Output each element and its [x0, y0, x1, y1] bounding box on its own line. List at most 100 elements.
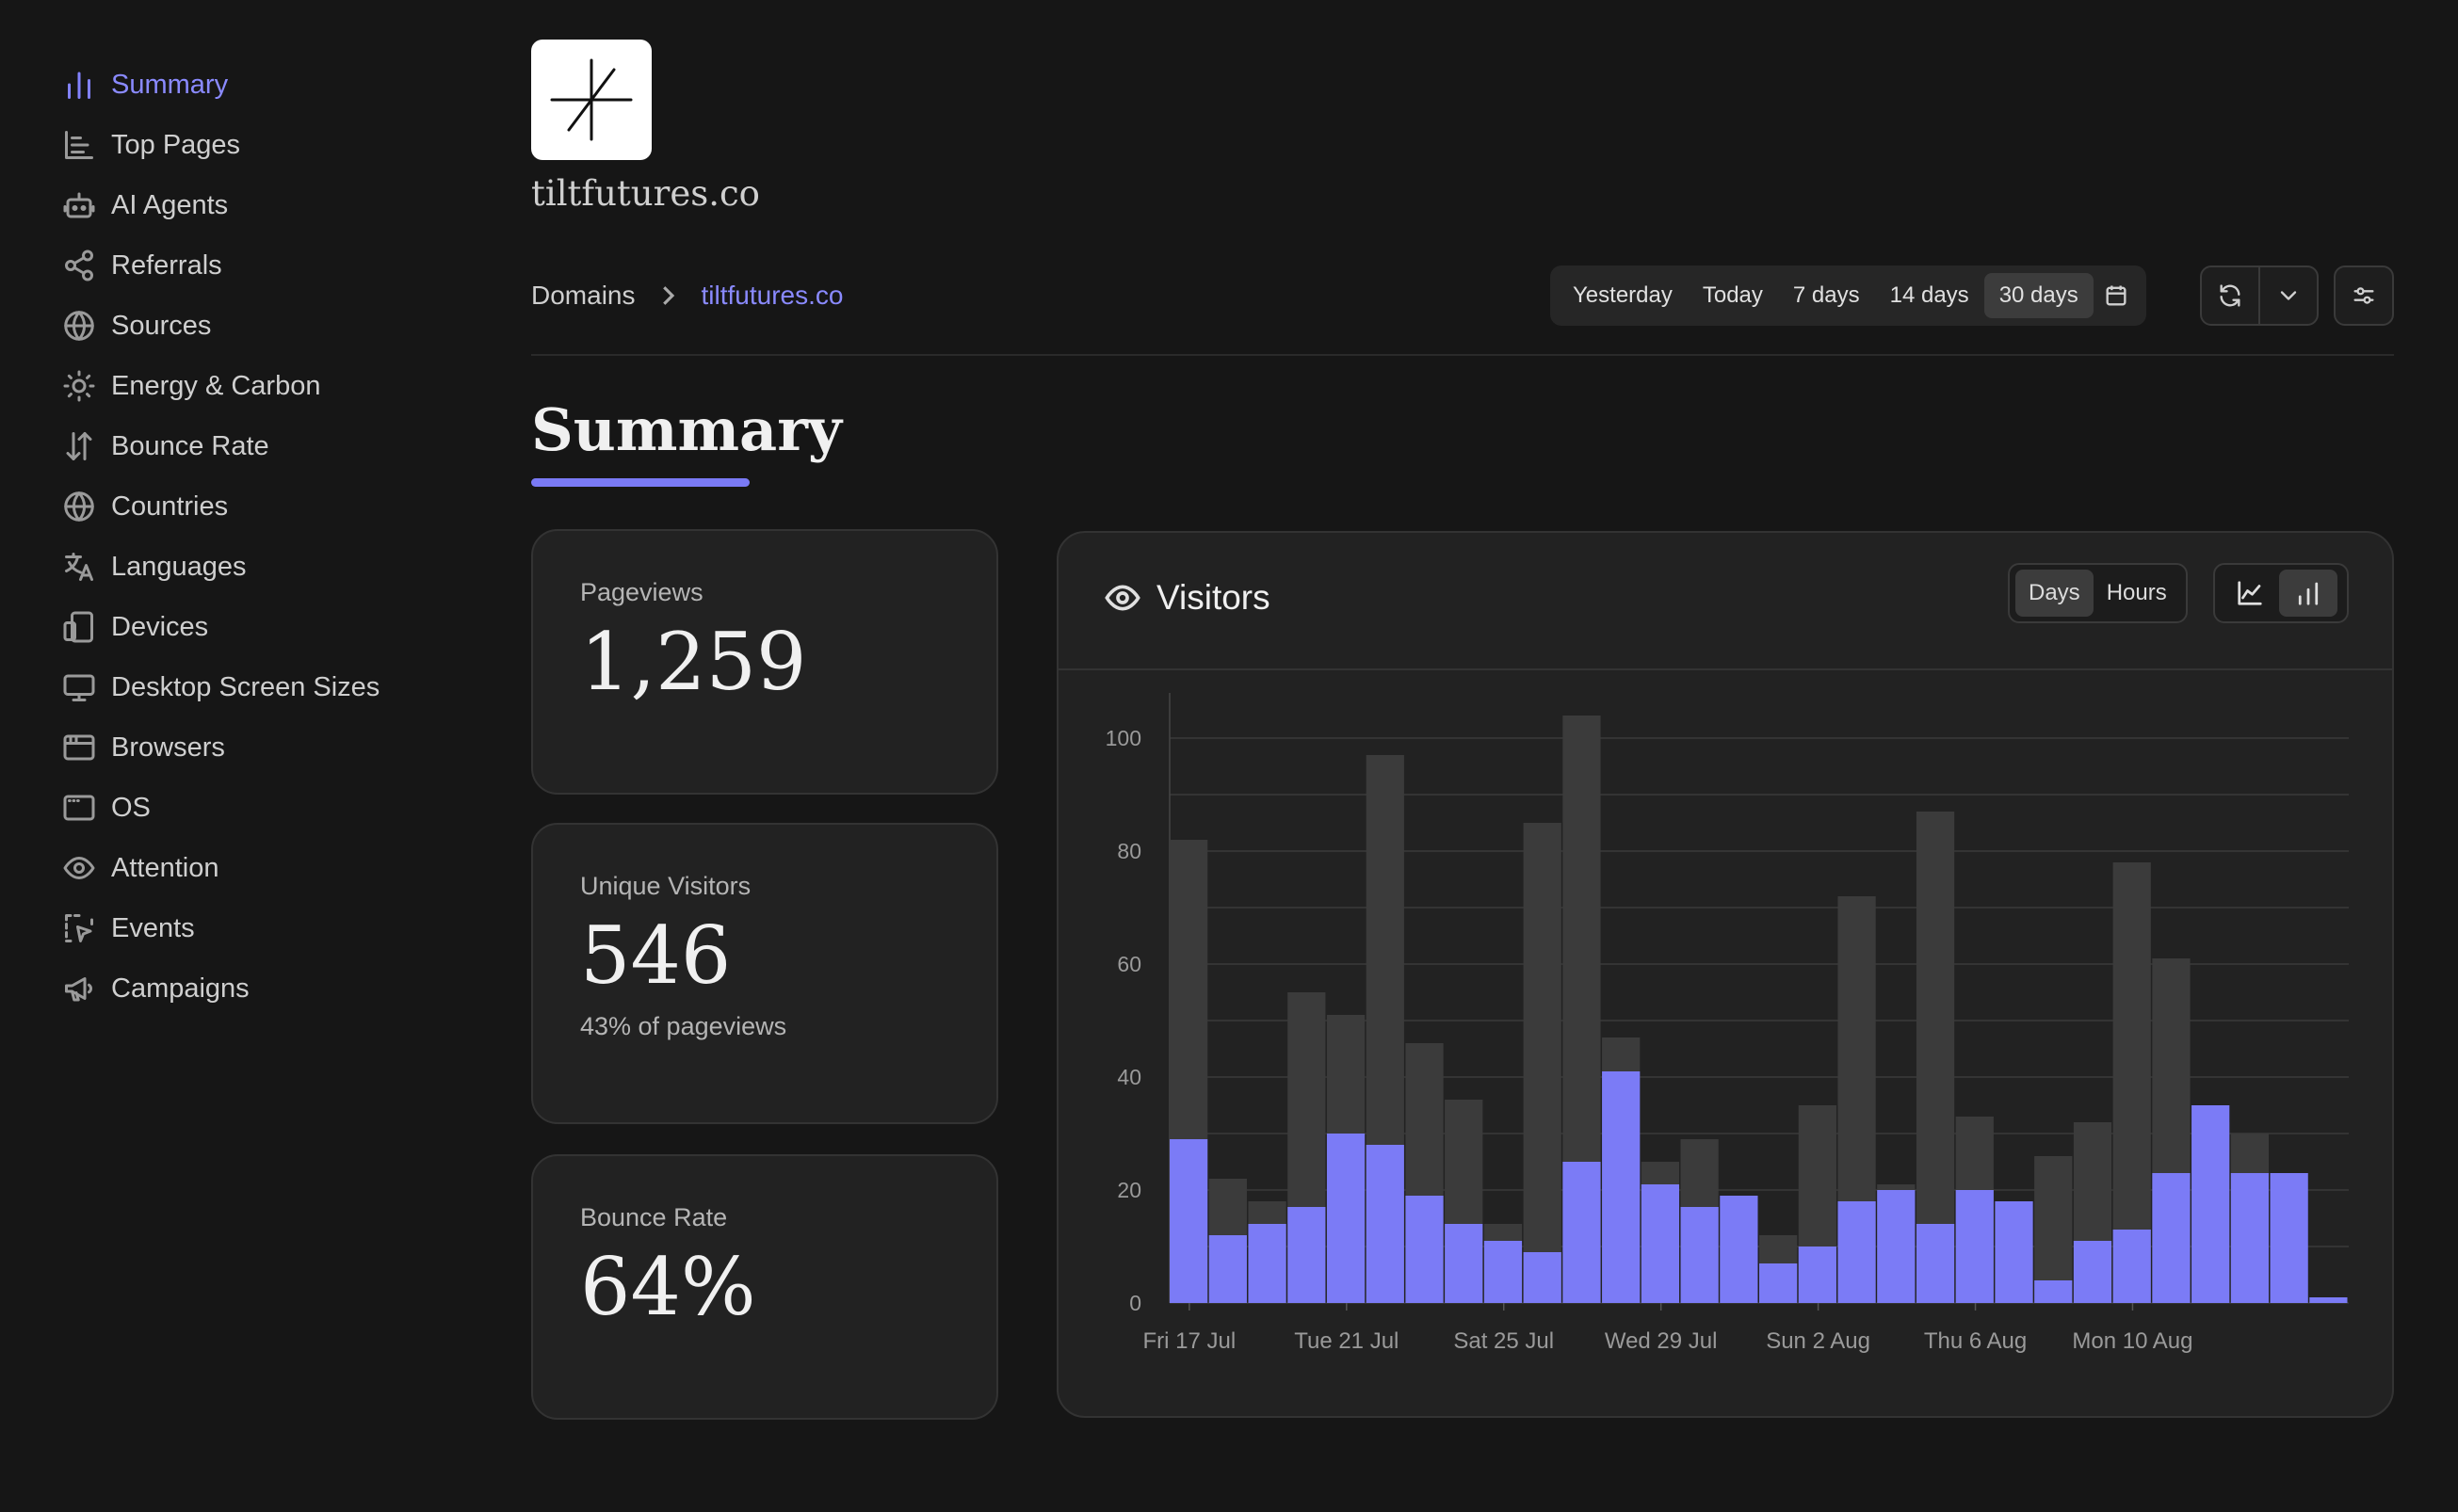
- site-name: tiltfutures.co: [531, 173, 760, 214]
- asterisk-logo-icon: [550, 58, 633, 141]
- x-tick-label: Mon 10 Aug: [2072, 1328, 2192, 1354]
- robot-icon: [60, 186, 98, 224]
- sidebar-item-label: OS: [111, 792, 151, 823]
- visitors-bar: [1837, 1201, 1876, 1303]
- bar-chart-button[interactable]: [2279, 570, 2337, 617]
- sidebar-item-languages[interactable]: Languages: [60, 537, 456, 597]
- filters-button[interactable]: [2334, 265, 2394, 326]
- visitors-bar: [1995, 1201, 2033, 1303]
- unique-visitors-subtext: 43% of pageviews: [580, 1012, 787, 1041]
- visitors-bar: [2034, 1280, 2073, 1303]
- visitors-bar: [2152, 1173, 2191, 1303]
- globe-icon: [60, 488, 98, 525]
- visitors-bar: [1720, 1196, 1758, 1303]
- range-14-days-button[interactable]: 14 days: [1889, 282, 1969, 308]
- x-tick-label: Sun 2 Aug: [1766, 1328, 1870, 1354]
- sun-icon: [60, 367, 98, 405]
- y-tick-label: 60: [1117, 952, 1141, 976]
- sidebar-item-events[interactable]: Events: [60, 898, 456, 958]
- visitors-bar-chart: 0 20 40 60 80 100 Fri 17 Jul Tue 21 Jul Sat 25 J…: [1106, 693, 2349, 1354]
- title-underline: [531, 478, 750, 487]
- range-7-days-button[interactable]: 7 days: [1792, 282, 1860, 308]
- refresh-options-dropdown[interactable]: [2258, 267, 2317, 324]
- breadcrumb-current[interactable]: tiltfutures.co: [701, 281, 844, 310]
- monitor-icon: [60, 668, 98, 706]
- visitors-bar: [1759, 1263, 1798, 1303]
- sidebar-item-countries[interactable]: Countries: [60, 476, 456, 537]
- chart-type-toggle: [2213, 563, 2349, 623]
- range-yesterday-button[interactable]: Yesterday: [1573, 282, 1673, 308]
- visitors-bar: [1208, 1235, 1247, 1303]
- y-tick-label: 40: [1117, 1065, 1141, 1089]
- unique-visitors-value: 546: [580, 909, 732, 1002]
- breadcrumb-domains-link[interactable]: Domains: [531, 281, 636, 310]
- sidebar-item-summary[interactable]: Summary: [60, 55, 456, 115]
- pageviews-bar: [2034, 1156, 2073, 1303]
- refresh-button[interactable]: [2202, 267, 2258, 324]
- calendar-icon[interactable]: [2094, 273, 2139, 318]
- sidebar-item-desktop-screen-sizes[interactable]: Desktop Screen Sizes: [60, 657, 456, 717]
- site-logo: [531, 40, 652, 160]
- browser-window-icon: [60, 729, 98, 766]
- sidebar-item-attention[interactable]: Attention: [60, 838, 456, 898]
- days-button[interactable]: Days: [2015, 570, 2094, 617]
- sidebar-item-bounce-rate[interactable]: Bounce Rate: [60, 416, 456, 476]
- bounce-rate-label: Bounce Rate: [580, 1203, 728, 1231]
- pageviews-value: 1,259: [580, 616, 807, 708]
- sidebar-item-label: Referrals: [111, 249, 222, 281]
- x-tick-label: Wed 29 Jul: [1605, 1328, 1718, 1354]
- sidebar-item-ai-agents[interactable]: AI Agents: [60, 175, 456, 235]
- sidebar-item-browsers[interactable]: Browsers: [60, 717, 456, 778]
- chart-axes-icon: [60, 126, 98, 164]
- sidebar-item-label: Events: [111, 912, 195, 943]
- visitors-bar: [2073, 1241, 2112, 1303]
- visitors-bar: [1287, 1207, 1326, 1303]
- granularity-toggle: Days Hours: [2008, 563, 2188, 623]
- visitors-bar: [1445, 1224, 1483, 1303]
- sidebar-item-label: Sources: [111, 310, 212, 341]
- bar-chart-icon: [60, 66, 98, 104]
- visitors-bar: [1405, 1196, 1444, 1303]
- chart-title: Visitors: [1104, 578, 1270, 618]
- sidebar-item-sources[interactable]: Sources: [60, 296, 456, 356]
- cursor-click-icon: [60, 909, 98, 947]
- pageviews-bar: [1916, 812, 1955, 1303]
- sidebar-item-label: AI Agents: [111, 189, 229, 220]
- sidebar-item-energy-and-carbon[interactable]: Energy & Carbon: [60, 356, 456, 416]
- visitors-bar: [1326, 1134, 1366, 1303]
- x-tick-label: Thu 6 Aug: [1924, 1328, 2027, 1354]
- line-chart-button[interactable]: [2221, 570, 2279, 617]
- x-tick-label: Fri 17 Jul: [1143, 1328, 1237, 1354]
- sidebar-item-top-pages[interactable]: Top Pages: [60, 115, 456, 175]
- eye-icon: [60, 849, 98, 887]
- pageviews-bar: [1523, 823, 1561, 1303]
- sidebar-item-label: Browsers: [111, 732, 225, 763]
- x-tick-label: Tue 21 Jul: [1294, 1328, 1399, 1354]
- visitors-bar: [2112, 1230, 2151, 1303]
- chart-header: Visitors Days Hours: [1059, 533, 2392, 670]
- sidebar-item-os[interactable]: OS: [60, 778, 456, 838]
- range-today-button[interactable]: Today: [1702, 282, 1763, 308]
- globe-icon: [60, 307, 98, 345]
- visitors-bar: [1798, 1247, 1836, 1303]
- visitors-bar: [2191, 1105, 2230, 1303]
- sidebar-item-campaigns[interactable]: Campaigns: [60, 958, 456, 1019]
- visitors-bar: [1483, 1241, 1523, 1303]
- page-title: Summary: [531, 395, 842, 464]
- share-icon: [60, 247, 98, 284]
- refresh-icon: [2220, 284, 2240, 307]
- sidebar-item-label: Attention: [111, 852, 219, 883]
- y-tick-label: 80: [1117, 839, 1141, 863]
- visitors-bar: [1248, 1224, 1286, 1303]
- hours-button[interactable]: Hours: [2106, 580, 2167, 605]
- sidebar-item-label: Countries: [111, 491, 229, 522]
- sidebar-item-devices[interactable]: Devices: [60, 597, 456, 657]
- y-tick-label: 20: [1117, 1178, 1141, 1202]
- range-30-days-button[interactable]: 30 days: [1983, 273, 2094, 318]
- chevron-right-icon: [654, 281, 682, 310]
- bounce-rate-card: Bounce Rate 64%: [531, 1154, 998, 1420]
- visitors-bar: [2230, 1173, 2270, 1303]
- sidebar-item-label: Campaigns: [111, 973, 250, 1004]
- sidebar-item-referrals[interactable]: Referrals: [60, 235, 456, 296]
- unique-visitors-label: Unique Visitors: [580, 872, 752, 900]
